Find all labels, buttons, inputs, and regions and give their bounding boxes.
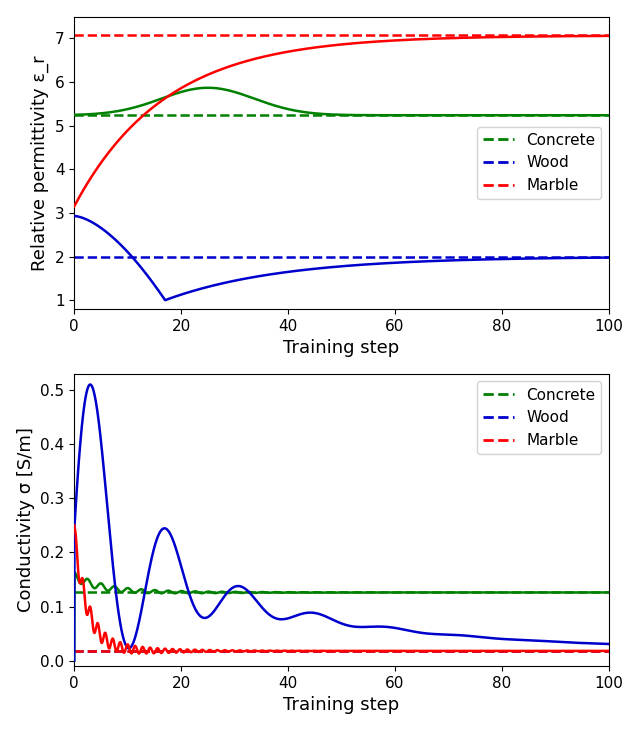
X-axis label: Training step: Training step bbox=[284, 339, 399, 357]
Legend: Concrete, Wood, Marble: Concrete, Wood, Marble bbox=[477, 126, 601, 199]
X-axis label: Training step: Training step bbox=[284, 697, 399, 714]
Y-axis label: Relative permittivity ε_r: Relative permittivity ε_r bbox=[31, 55, 49, 270]
Legend: Concrete, Wood, Marble: Concrete, Wood, Marble bbox=[477, 382, 601, 454]
Y-axis label: Conductivity σ [S/m]: Conductivity σ [S/m] bbox=[17, 428, 35, 613]
